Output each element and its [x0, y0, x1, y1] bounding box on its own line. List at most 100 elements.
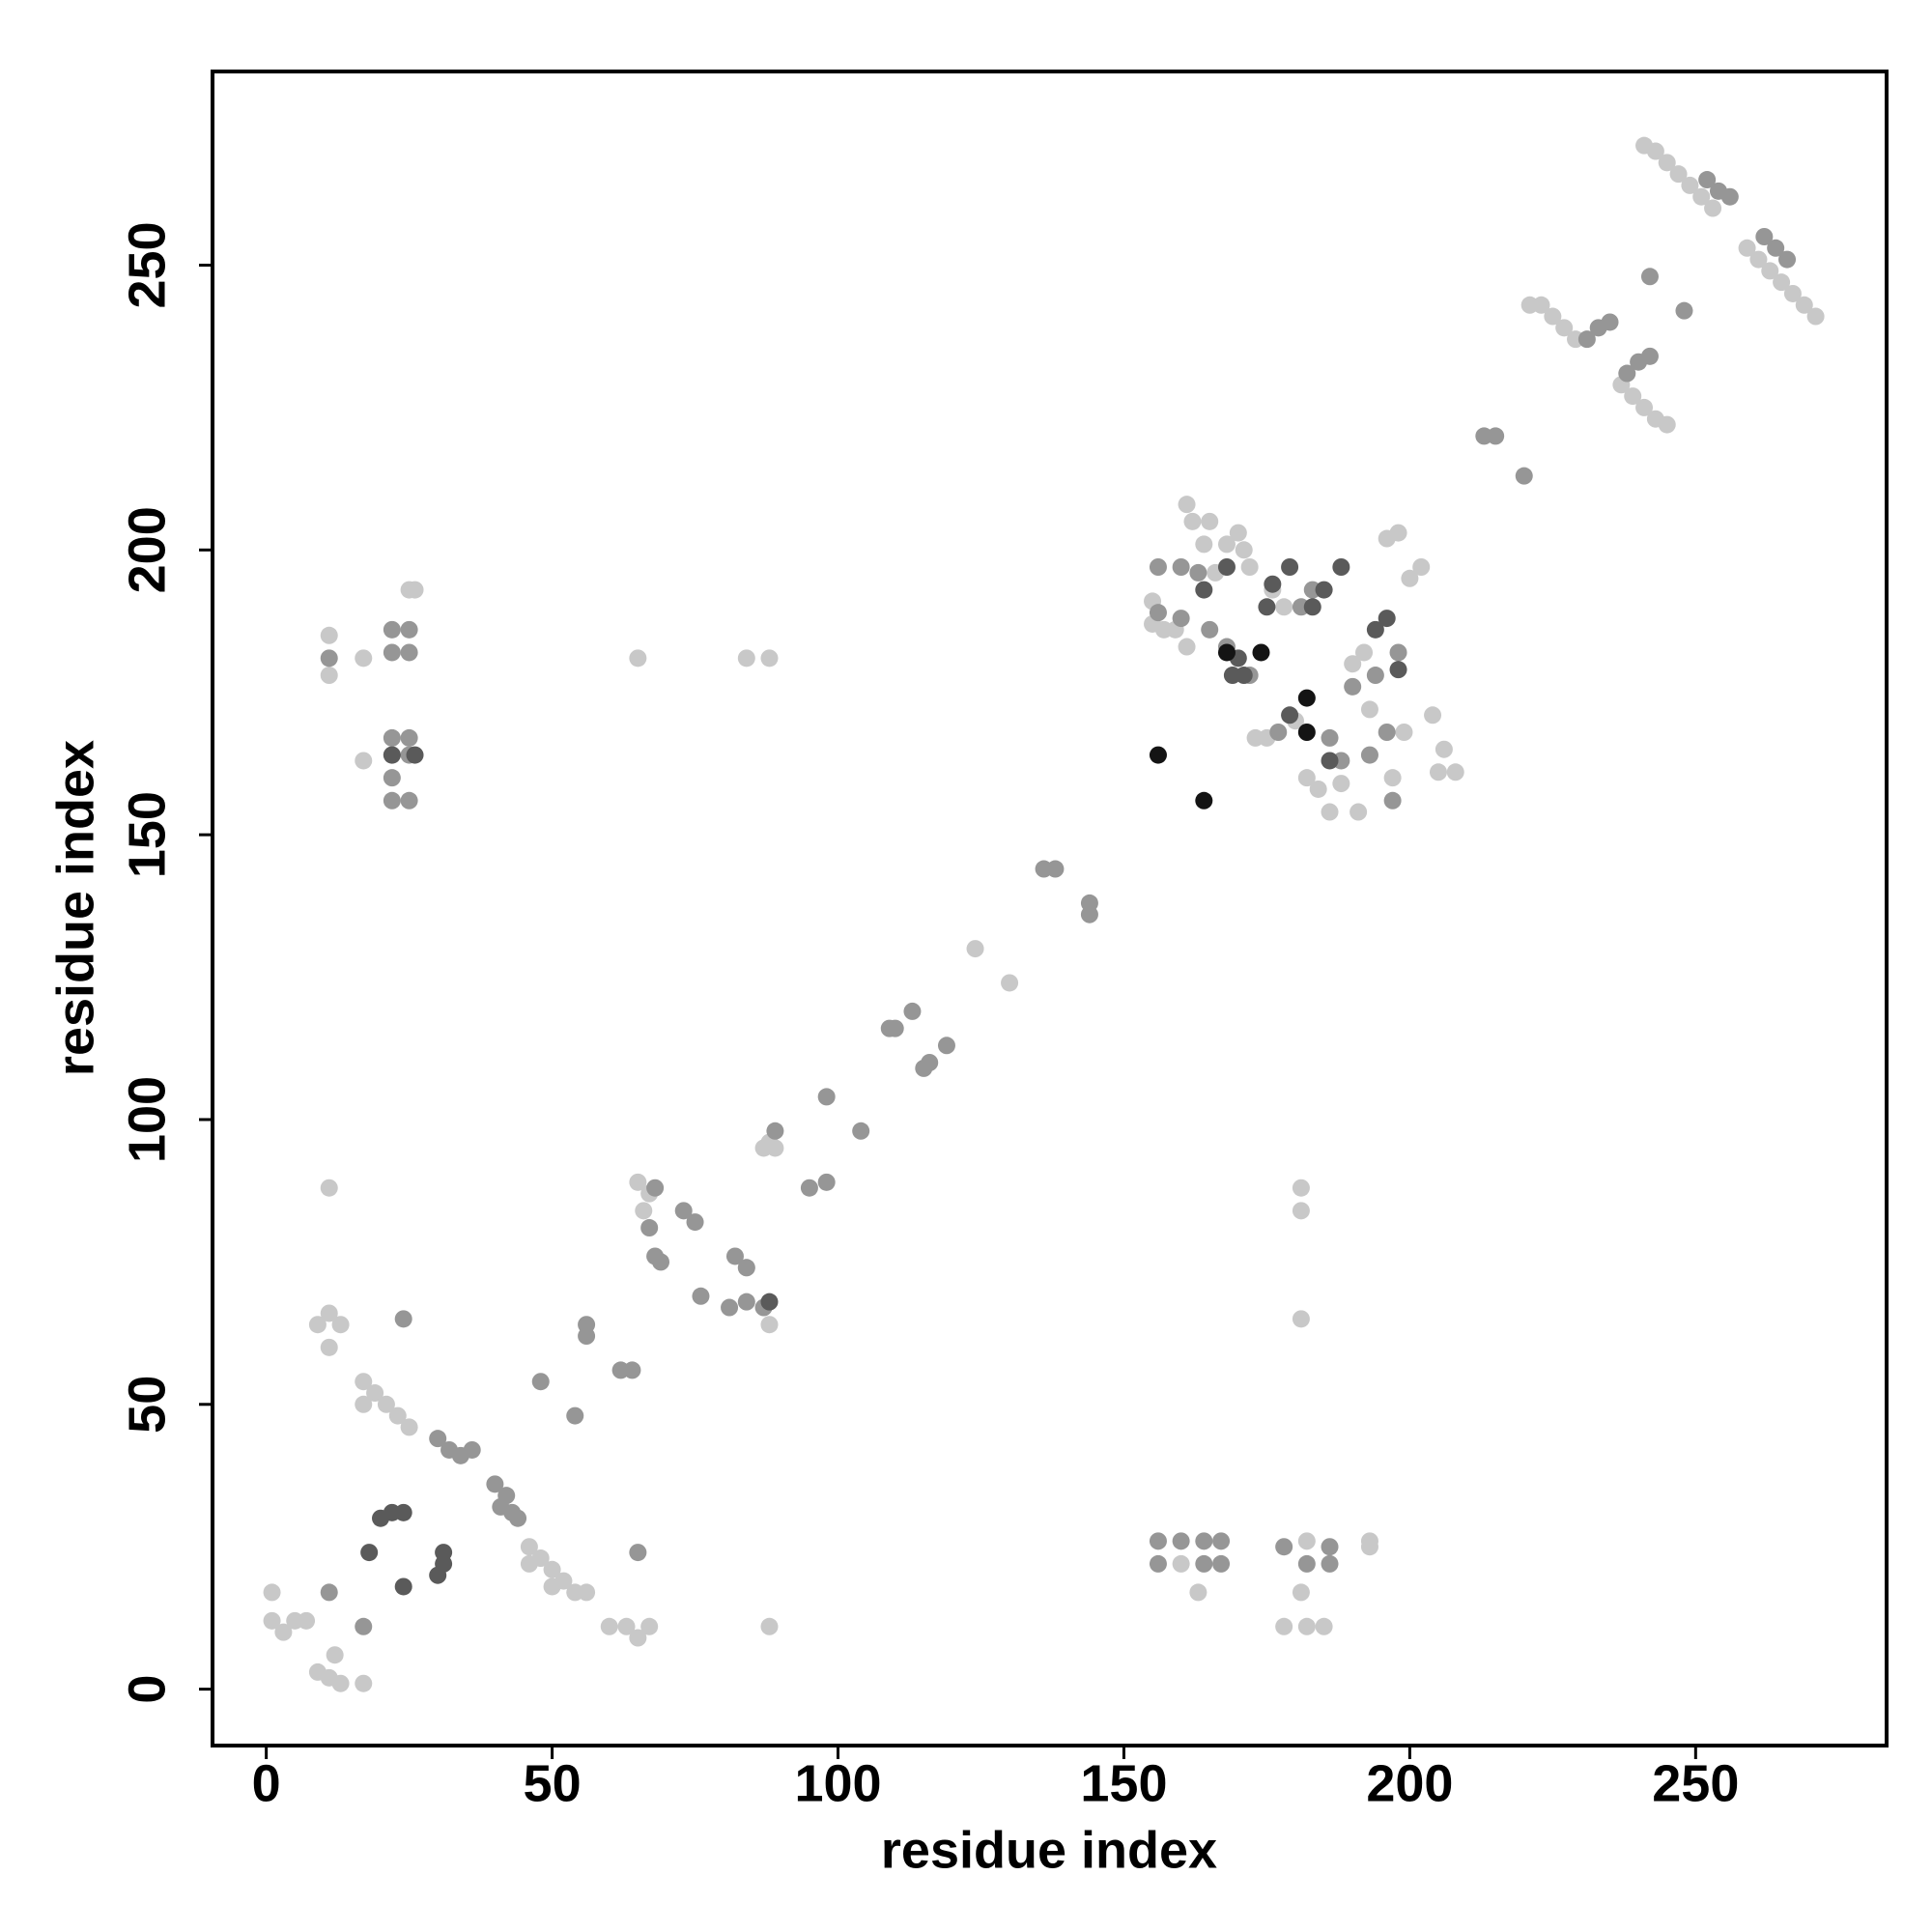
- point: [1515, 467, 1533, 485]
- point: [1275, 598, 1293, 616]
- point: [1195, 1554, 1213, 1573]
- point: [1646, 142, 1664, 160]
- point: [1532, 296, 1550, 314]
- point: [1332, 775, 1350, 793]
- point: [400, 620, 418, 639]
- point: [1618, 364, 1636, 383]
- point: [1383, 791, 1402, 810]
- point: [308, 1316, 327, 1334]
- point: [1321, 1554, 1339, 1573]
- point: [383, 769, 401, 787]
- point: [1001, 974, 1019, 992]
- point: [400, 728, 418, 747]
- point: [1252, 643, 1270, 662]
- point: [1350, 803, 1368, 821]
- point: [543, 1560, 561, 1578]
- point: [1195, 535, 1213, 554]
- point: [737, 649, 755, 668]
- point: [1635, 398, 1654, 416]
- plot-frame: [211, 70, 1889, 1747]
- point: [355, 649, 373, 668]
- point: [1355, 643, 1374, 662]
- y-tick-label: 50: [118, 1376, 176, 1434]
- point: [1389, 643, 1407, 662]
- point: [1315, 581, 1333, 599]
- x-tick-label: 200: [1366, 1754, 1453, 1812]
- point: [1658, 415, 1676, 434]
- point: [1172, 610, 1190, 628]
- point: [766, 1122, 784, 1140]
- point: [686, 1213, 704, 1232]
- point: [937, 1037, 955, 1055]
- point: [1321, 1538, 1339, 1556]
- point: [1235, 667, 1253, 685]
- point: [263, 1611, 281, 1630]
- point: [1195, 791, 1213, 810]
- point: [1292, 1310, 1310, 1328]
- y-tick-label: 150: [118, 791, 176, 878]
- point: [1624, 387, 1642, 406]
- point: [1360, 746, 1378, 764]
- point: [320, 626, 338, 644]
- point: [1698, 171, 1717, 189]
- point: [886, 1019, 904, 1037]
- point: [578, 1583, 596, 1602]
- point: [852, 1122, 870, 1140]
- point: [721, 1298, 739, 1317]
- point: [377, 1395, 395, 1413]
- point: [1297, 724, 1316, 742]
- y-tick-label: 200: [118, 506, 176, 593]
- point: [320, 1179, 338, 1197]
- x-tick-label: 0: [252, 1754, 281, 1812]
- point: [1669, 165, 1688, 184]
- point: [355, 1395, 373, 1413]
- point: [1217, 535, 1236, 554]
- point: [760, 1316, 779, 1334]
- point: [1046, 860, 1065, 878]
- point: [646, 1179, 665, 1197]
- point: [760, 1617, 779, 1635]
- point: [737, 1259, 755, 1277]
- point: [817, 1173, 836, 1191]
- point: [640, 1617, 659, 1635]
- point: [406, 746, 424, 764]
- point: [355, 752, 373, 770]
- point: [531, 1373, 550, 1391]
- point: [1577, 330, 1596, 349]
- point: [1275, 1617, 1293, 1635]
- point: [1389, 661, 1407, 679]
- point: [1149, 1554, 1167, 1573]
- point: [1195, 581, 1213, 599]
- point: [1761, 262, 1779, 280]
- point: [1429, 763, 1447, 781]
- point: [915, 1059, 933, 1077]
- point: [435, 1544, 453, 1562]
- point: [1424, 706, 1442, 724]
- point: [1767, 239, 1785, 257]
- point: [1601, 313, 1619, 331]
- point: [1297, 1554, 1316, 1573]
- point: [383, 643, 401, 662]
- point: [1264, 575, 1282, 593]
- point: [388, 1406, 407, 1425]
- point: [629, 1173, 647, 1191]
- point: [737, 1293, 755, 1311]
- point: [566, 1406, 584, 1425]
- point: [1487, 427, 1505, 445]
- point: [800, 1179, 818, 1197]
- point: [1435, 740, 1453, 758]
- point: [1681, 176, 1699, 194]
- point: [1292, 1583, 1310, 1602]
- point: [600, 1617, 618, 1635]
- point: [331, 1316, 350, 1334]
- point: [320, 649, 338, 668]
- point: [1178, 638, 1196, 656]
- point: [903, 1002, 922, 1020]
- point: [383, 620, 401, 639]
- point: [1315, 1617, 1333, 1635]
- point: [429, 1430, 447, 1448]
- point: [320, 667, 338, 685]
- point: [1229, 524, 1247, 542]
- point: [1412, 558, 1431, 577]
- point: [1297, 1617, 1316, 1635]
